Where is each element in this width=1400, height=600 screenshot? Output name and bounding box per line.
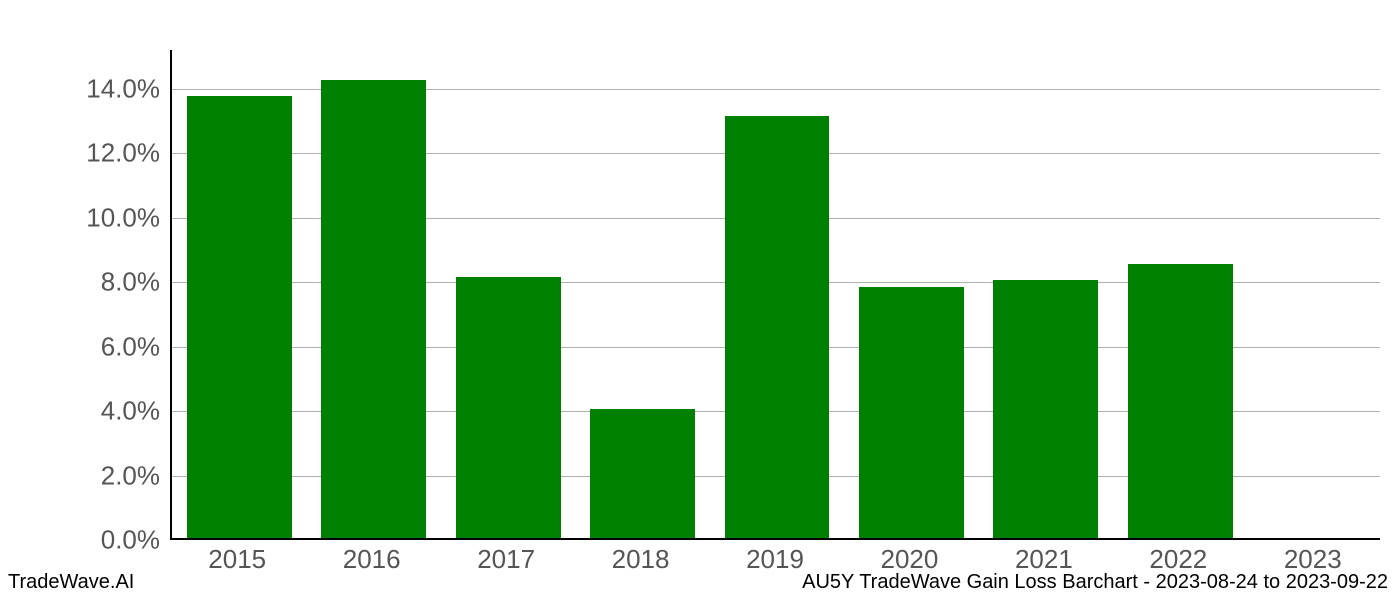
xtick-label: 2021 (1015, 544, 1073, 575)
xtick-label: 2017 (477, 544, 535, 575)
ytick-label: 0.0% (101, 525, 160, 556)
ytick-label: 10.0% (86, 202, 160, 233)
xtick-label: 2022 (1149, 544, 1207, 575)
xtick-label: 2020 (881, 544, 939, 575)
xtick-label: 2016 (343, 544, 401, 575)
footer-left-brand: TradeWave.AI (8, 571, 134, 594)
bar (590, 409, 695, 538)
ytick-label: 4.0% (101, 396, 160, 427)
bar (859, 287, 964, 538)
gain-loss-barchart: TradeWave.AI AU5Y TradeWave Gain Loss Ba… (0, 0, 1400, 600)
ytick-label: 2.0% (101, 460, 160, 491)
plot-area (170, 50, 1380, 540)
xtick-label: 2023 (1284, 544, 1342, 575)
bar (321, 80, 426, 538)
ytick-label: 12.0% (86, 138, 160, 169)
xtick-label: 2015 (208, 544, 266, 575)
bar (725, 116, 830, 538)
bar (187, 96, 292, 538)
bar (456, 277, 561, 538)
bar (1128, 264, 1233, 538)
xtick-label: 2018 (612, 544, 670, 575)
bar (993, 280, 1098, 538)
ytick-label: 14.0% (86, 73, 160, 104)
xtick-label: 2019 (746, 544, 804, 575)
ytick-label: 8.0% (101, 267, 160, 298)
ytick-label: 6.0% (101, 331, 160, 362)
